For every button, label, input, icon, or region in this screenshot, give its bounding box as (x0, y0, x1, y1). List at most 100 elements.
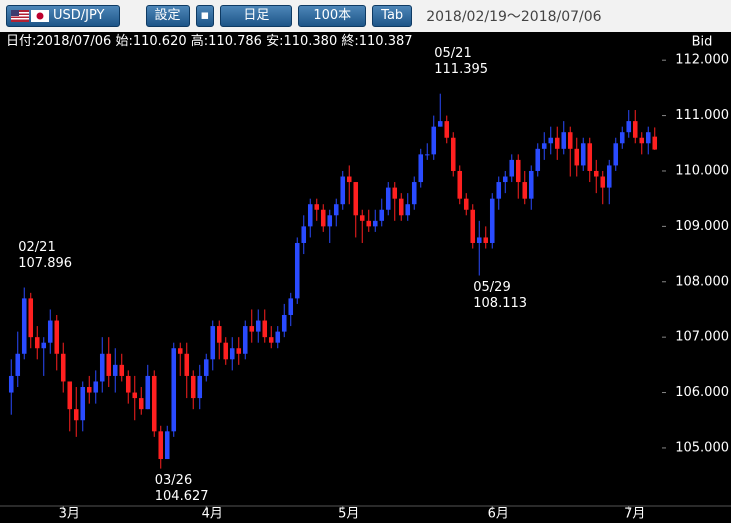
annotation-value: 107.896 (18, 256, 72, 271)
x-tick-label: 6月 (488, 507, 509, 522)
chart: Bid 日付:2018/07/06 始:110.620 高:110.786 安:… (0, 32, 731, 523)
candle-body (554, 137, 560, 149)
candle-body (229, 348, 235, 360)
candle-body (359, 215, 365, 221)
candle-body (112, 364, 118, 376)
info-label: 高: (191, 33, 208, 49)
candle-body (184, 353, 190, 376)
candle-body (171, 348, 177, 432)
info-value: 110.387 (359, 34, 413, 49)
candle-body (8, 375, 14, 393)
candle-body (437, 121, 443, 127)
candle-body (411, 182, 417, 205)
candle-body (574, 148, 580, 166)
candle-body (255, 320, 261, 332)
candle-body (28, 298, 34, 338)
y-tick-label: 106.000 (675, 385, 729, 400)
candle-body (535, 148, 541, 171)
candle-body (431, 126, 437, 155)
candle-body (606, 165, 612, 188)
annotation-value: 108.113 (473, 296, 527, 311)
toolbar: USD/JPY 設定 ▪ 日足 100本 Tab 2018/02/19～2018… (0, 0, 731, 32)
info-value: 110.786 (208, 34, 262, 49)
candle-body (320, 209, 326, 227)
candle-body (262, 320, 268, 338)
candle-body (106, 353, 112, 376)
candle-body (483, 237, 489, 243)
candle-body (41, 342, 47, 349)
candle-body (223, 342, 229, 360)
candle-body (73, 409, 79, 421)
candle-body (522, 182, 528, 199)
candle-body (418, 154, 424, 183)
candle-body (151, 375, 157, 432)
x-tick-label: 4月 (202, 507, 223, 522)
candle-body (587, 143, 593, 171)
x-tick-label: 7月 (624, 507, 645, 522)
candle-body (463, 198, 469, 210)
period-button[interactable]: 日足 (220, 5, 293, 27)
candle-body (93, 381, 99, 393)
candle-body (639, 137, 645, 144)
candle-body (470, 209, 476, 243)
candle-body (476, 237, 482, 243)
annotation-date: 03/26 (155, 473, 192, 488)
candle-body (457, 170, 463, 199)
candle-body (626, 121, 632, 133)
candle-body (67, 381, 73, 410)
candle-body (366, 220, 372, 227)
y-tick-label: 105.000 (675, 440, 729, 455)
x-tick-label: 5月 (338, 507, 359, 522)
candle-body (210, 326, 216, 360)
x-tick-label: 3月 (59, 507, 80, 522)
candle-body (424, 154, 430, 156)
candle-body (145, 375, 151, 410)
candle-body (307, 204, 313, 227)
candle-body (281, 314, 287, 332)
info-label: 日付: (6, 34, 36, 49)
symbol: USD/JPY (53, 8, 105, 23)
candle-body (47, 320, 53, 343)
candle-body (613, 143, 619, 166)
candle-body (405, 204, 411, 216)
y-tick-label: 110.000 (675, 163, 729, 178)
flags (11, 10, 49, 22)
candle-body (450, 137, 456, 171)
tab-button[interactable]: Tab (372, 5, 413, 27)
candle-body (561, 132, 567, 149)
candle-body (15, 353, 21, 376)
annotation-date: 05/21 (434, 46, 471, 61)
candle-body (132, 392, 138, 399)
y-tick-label: 112.000 (675, 53, 729, 68)
y-tick-label: 108.000 (675, 274, 729, 289)
chart-background (0, 32, 731, 523)
candle-body (288, 298, 294, 315)
annotation-value: 104.627 (155, 489, 209, 504)
candle-body (567, 132, 573, 149)
candle-body (268, 337, 274, 343)
settings-button[interactable]: 設定 (145, 5, 190, 27)
info-value: 2018/07/06 (36, 34, 111, 49)
candle-body (177, 348, 183, 354)
candle-body (398, 198, 404, 216)
symbol-button[interactable]: USD/JPY (6, 5, 120, 27)
annotation-date: 02/21 (18, 240, 55, 255)
candle-body (125, 375, 131, 393)
candle-body (593, 170, 599, 177)
candle-body (34, 337, 40, 349)
count-button[interactable]: 100本 (298, 5, 367, 27)
candle-body (515, 159, 521, 183)
candle-body (444, 121, 450, 138)
candle-body (99, 353, 105, 382)
candle-body (340, 176, 346, 205)
candle-body (138, 398, 144, 410)
candle-body (372, 220, 378, 227)
candle-body (86, 387, 92, 393)
color-button[interactable]: ▪ (195, 5, 215, 27)
annotation-value: 111.395 (434, 62, 488, 77)
candle-body (528, 170, 534, 199)
y-tick-label: 107.000 (675, 330, 729, 345)
y-tick-label: 109.000 (675, 219, 729, 234)
candle-body (190, 375, 196, 399)
candle-body (580, 143, 586, 166)
